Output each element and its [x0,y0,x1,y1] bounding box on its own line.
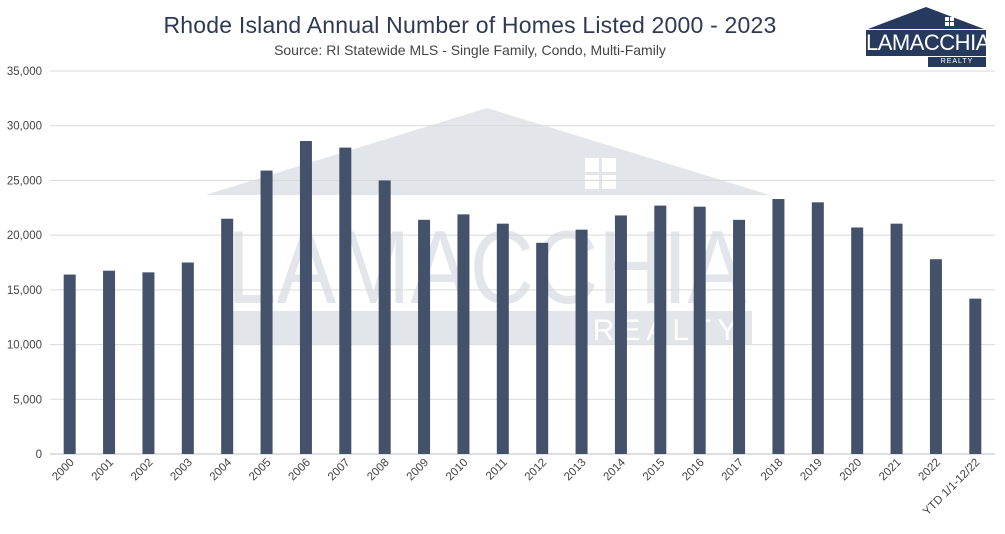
chart-subtitle: Source: RI Statewide MLS - Single Family… [274,42,666,58]
gridlines [50,70,995,455]
y-tick-label: 35,000 [7,66,42,78]
bar [142,272,155,454]
x-tick-label: 2015 [641,457,668,484]
bar [496,223,509,454]
bar [103,270,116,454]
x-tick-label: 2001 [90,457,117,484]
watermark: LAMACCHIA REALTY [205,108,770,347]
x-tick-label: 2007 [326,457,353,484]
x-tick-label: 2022 [916,457,943,484]
x-tick-label: 2019 [798,457,825,484]
bar [221,218,234,454]
x-tick-label: 2009 [405,457,432,484]
house-roof-icon [868,7,984,29]
x-tick-label: 2018 [759,457,786,484]
x-tick-label: 2000 [50,457,77,484]
company-logo: LAMACCHIA REALTY [864,6,990,68]
x-tick-label: 2012 [523,457,550,484]
bar [181,262,194,454]
x-tick-label: 2003 [168,457,195,484]
bar [378,180,391,454]
x-tick-label: 2017 [720,457,747,484]
bar [339,147,352,454]
bar [811,202,824,454]
x-tick-label: 2013 [562,457,589,484]
x-axis: 2000 2001 2002 2003 2004 2005 2006 2007 2008 2009… [50,456,982,518]
x-tick-label: 2010 [444,457,471,484]
bar [536,242,549,454]
chart-title: Rhode Island Annual Number of Homes List… [163,12,777,38]
y-tick-label: 5,000 [13,394,42,406]
bar [693,206,706,454]
bar [929,259,942,454]
bar [890,223,903,454]
y-tick-label: 15,000 [7,285,42,297]
x-tick-label: 2014 [601,456,628,483]
bar [418,219,431,454]
x-tick-label: 2002 [129,457,156,484]
bars [63,141,982,454]
x-tick-label: 2011 [484,457,510,483]
bar [299,141,312,454]
x-tick-label: 2016 [680,457,707,484]
bar [654,205,667,454]
y-tick-label: 25,000 [7,175,42,187]
y-tick-label: 0 [36,449,42,461]
logo-sub-text: REALTY [928,57,986,67]
bar [260,170,273,454]
x-tick-label: 2006 [286,457,313,484]
logo-brand-text: LAMACCHIA [866,30,990,56]
x-tick-label: 2021 [877,457,904,484]
y-tick-label: 20,000 [7,230,42,242]
bar [614,215,627,454]
x-tick-label: 2020 [838,457,865,484]
bar [969,298,982,454]
x-tick-label: 2005 [247,457,274,484]
bar [851,227,864,454]
bar [733,219,746,454]
bar [63,274,76,454]
x-tick-label: 2004 [208,456,235,483]
x-tick-label: 2008 [365,457,392,484]
bar [772,199,785,454]
y-tick-label: 30,000 [7,121,42,133]
bar [457,214,470,454]
y-tick-label: 10,000 [7,340,42,352]
bar [575,229,588,454]
y-axis: 0 5,000 10,000 15,000 20,000 25,000 30,000 35,0… [7,66,42,461]
